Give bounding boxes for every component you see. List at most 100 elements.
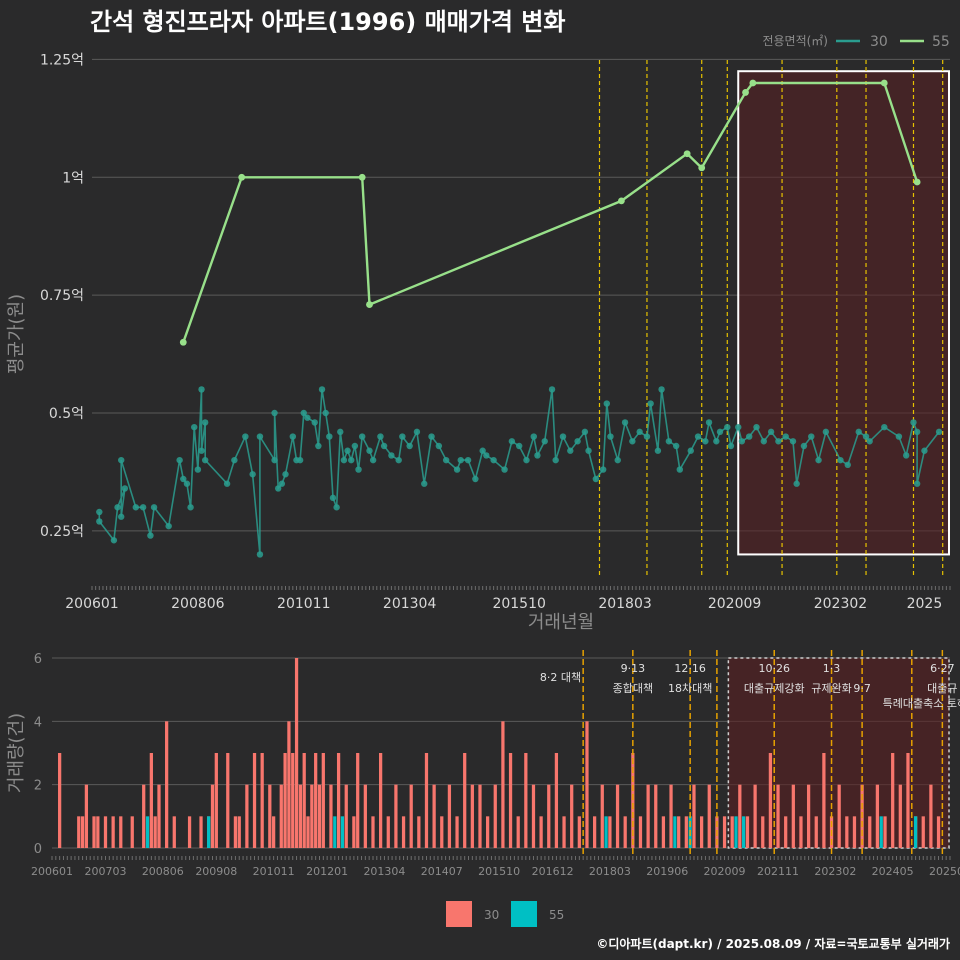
volume-bar-30 <box>344 784 348 848</box>
volume-bar-30 <box>929 784 933 848</box>
volume-bar-30 <box>172 816 176 848</box>
volume-bar-30 <box>447 784 452 848</box>
volume-bar-30 <box>501 721 505 848</box>
volume-bar-30 <box>631 753 635 848</box>
series-point-30 <box>442 456 450 464</box>
series-point-30 <box>902 452 910 459</box>
series-point-30 <box>282 471 289 478</box>
volume-bar-30 <box>531 784 536 848</box>
volume-bar-30 <box>493 784 497 848</box>
x-tick-label: 202009 <box>708 596 761 612</box>
series-point-30 <box>643 433 651 440</box>
series-point-30 <box>735 423 742 431</box>
volume-bar-30 <box>699 816 704 848</box>
policy-text-label: 규제완화 <box>811 682 851 695</box>
series-point-30 <box>647 400 654 407</box>
series-point-30 <box>895 433 903 440</box>
series-point-30 <box>782 433 789 440</box>
series-point-55 <box>913 178 921 186</box>
volume-bar-30 <box>386 816 390 848</box>
series-point-30 <box>479 447 486 454</box>
series-point-30 <box>775 438 782 445</box>
volume-bar-30 <box>646 784 650 848</box>
volume-bar-30 <box>306 816 310 848</box>
series-point-30 <box>808 433 815 440</box>
series-point-30 <box>275 485 282 492</box>
series-line-30 <box>98 389 940 555</box>
series-point-30 <box>121 485 129 492</box>
volume-bar-30 <box>356 753 360 848</box>
volume-bar-30 <box>409 784 413 848</box>
series-point-30 <box>913 428 921 436</box>
series-point-30 <box>150 504 158 511</box>
volume-bar-30 <box>562 816 566 848</box>
volume-bar-30 <box>317 784 322 848</box>
series-point-30 <box>187 504 194 511</box>
series-point-30 <box>198 447 205 454</box>
series-point-30 <box>322 409 329 417</box>
volume-bar-30 <box>401 816 406 848</box>
volume-bar-55 <box>734 816 738 848</box>
series-point-30 <box>147 532 154 539</box>
series-point-30 <box>534 452 541 459</box>
series-point-30 <box>355 466 362 473</box>
series-point-30 <box>271 409 278 417</box>
series-point-30 <box>760 438 767 445</box>
volume-bar-55 <box>742 816 746 848</box>
volume-bar-30 <box>722 816 727 848</box>
series-point-30 <box>490 456 497 464</box>
series-point-30 <box>315 442 322 450</box>
series-point-30 <box>191 423 198 431</box>
series-point-30 <box>428 433 435 440</box>
volume-bar-30 <box>799 816 803 848</box>
x-tick-label: 200806 <box>142 865 184 878</box>
series-point-30 <box>377 433 384 440</box>
series-point-30 <box>585 447 592 454</box>
volume-bar-30 <box>577 816 581 848</box>
x-tick-label: 201407 <box>421 865 463 878</box>
volume-bar-30 <box>58 753 62 848</box>
volume-bar-30 <box>852 816 857 848</box>
volume-bar-30 <box>84 784 89 848</box>
series-point-30 <box>201 456 209 464</box>
volume-bar-30 <box>654 784 658 848</box>
series-point-30 <box>523 456 530 464</box>
series-point-30 <box>822 428 830 436</box>
series-point-55 <box>749 79 757 87</box>
volume-bar-30 <box>891 753 895 848</box>
volume-bar-30 <box>199 816 203 848</box>
volume-bar-30 <box>707 784 711 848</box>
series-point-30 <box>745 433 753 440</box>
volume-bar-55 <box>145 816 150 848</box>
series-point-30 <box>457 456 464 464</box>
volume-bar-30 <box>554 753 559 848</box>
legend-swatch-55 <box>511 901 537 927</box>
volume-bar-30 <box>524 753 528 848</box>
volume-bar-30 <box>791 784 795 848</box>
x-tick-label: 202508 <box>929 865 960 878</box>
chart-title: 간석 형진프라자 아파트(1996) 매매가격 변화 <box>90 8 565 36</box>
volume-bar-30 <box>432 784 436 848</box>
volume-bar-30 <box>417 816 421 848</box>
volume-bar-55 <box>207 816 211 848</box>
series-point-30 <box>231 456 238 464</box>
series-point-30 <box>599 466 607 473</box>
volume-bar-30 <box>310 784 314 848</box>
volume-bar-30 <box>153 816 157 848</box>
policy-text-label: 18차대책 <box>668 682 712 695</box>
x-tick-label: 2025 <box>907 596 943 612</box>
series-point-30 <box>548 386 556 393</box>
policy-text-label: 종합대책 <box>613 682 653 695</box>
y-tick-label: 0 <box>34 842 42 857</box>
series-point-30 <box>340 456 348 464</box>
series-point-30 <box>866 438 873 445</box>
legend-swatch-30 <box>446 901 472 927</box>
volume-bar-30 <box>302 753 306 848</box>
x-tick-label: 200601 <box>65 596 118 612</box>
series-point-30 <box>278 480 286 487</box>
series-point-30 <box>614 456 621 464</box>
series-point-30 <box>326 433 333 440</box>
series-point-30 <box>921 447 928 454</box>
series-point-30 <box>687 447 694 454</box>
series-point-30 <box>311 419 318 426</box>
